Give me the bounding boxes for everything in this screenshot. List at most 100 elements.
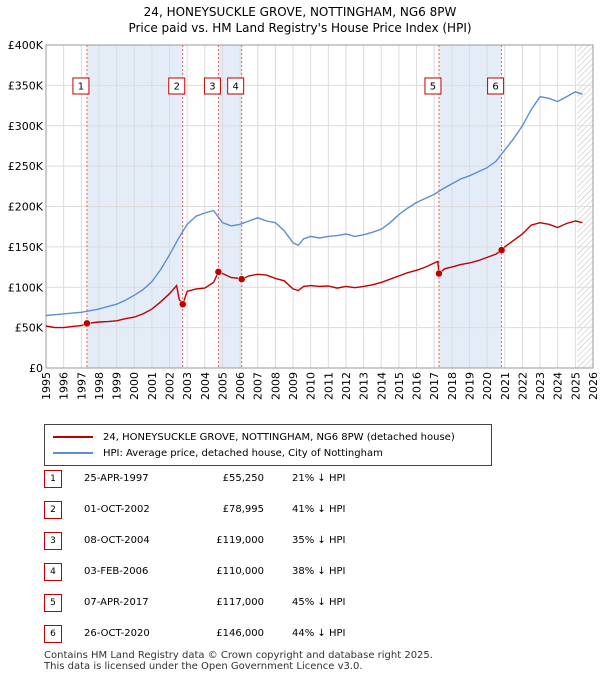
sale-marker-label: 5 xyxy=(430,82,436,93)
sale-row: 4 03-FEB-2006 £110,000 38% ↓ HPI xyxy=(44,563,444,581)
sale-price: £117,000 xyxy=(216,597,264,608)
sale-marker-label: 6 xyxy=(492,82,498,93)
x-tick-label: 2011 xyxy=(322,372,335,400)
x-tick-label: 1995 xyxy=(40,372,53,400)
sale-price: £55,250 xyxy=(222,473,264,484)
sale-marker-box xyxy=(203,77,221,95)
legend-line-property xyxy=(53,436,93,438)
sale-marker-box xyxy=(72,77,90,95)
x-tick-label: 2020 xyxy=(481,372,494,400)
y-tick-label: £350K xyxy=(8,79,44,92)
x-tick-label: 2014 xyxy=(375,372,388,400)
x-tick-label: 2007 xyxy=(252,372,265,400)
footer: Contains HM Land Registry data © Crown c… xyxy=(44,650,433,672)
sale-hpi-diff: 41% ↓ HPI xyxy=(292,504,346,515)
sale-row: 2 01-OCT-2002 £78,995 41% ↓ HPI xyxy=(44,501,444,519)
x-tick-label: 2004 xyxy=(199,372,212,400)
sale-point xyxy=(83,319,91,328)
y-tick-label: £400K xyxy=(8,39,44,52)
sale-point xyxy=(214,268,223,276)
property-series-line xyxy=(45,220,583,329)
x-tick-label: 2018 xyxy=(446,372,459,400)
sale-date: 01-OCT-2002 xyxy=(84,504,150,515)
footer-copyright: Contains HM Land Registry data © Crown c… xyxy=(44,650,433,661)
sale-price: £146,000 xyxy=(216,628,264,639)
sale-marker-box xyxy=(424,77,442,95)
sale-marker-label: 3 xyxy=(209,82,215,93)
sale-row: 6 26-OCT-2020 £146,000 44% ↓ HPI xyxy=(44,625,444,643)
sale-marker-label: 4 xyxy=(232,82,238,93)
x-tick-label: 2009 xyxy=(287,372,300,400)
y-tick-label: £250K xyxy=(8,160,44,173)
x-tick-label: 2001 xyxy=(146,372,159,400)
y-tick-label: £50K xyxy=(15,322,44,335)
x-tick-label: 2022 xyxy=(516,372,529,400)
y-tick-label: £100K xyxy=(8,281,44,294)
footer-licence: This data is licensed under the Open Gov… xyxy=(44,661,363,672)
x-tick-label: 1999 xyxy=(111,372,124,400)
x-tick-label: 1998 xyxy=(93,372,106,400)
x-tick-label: 1997 xyxy=(75,372,88,400)
y-tick-label: £150K xyxy=(8,241,44,254)
x-tick-label: 2000 xyxy=(128,372,141,400)
x-tick-label: 2024 xyxy=(552,372,565,400)
x-tick-label: 2016 xyxy=(411,372,424,400)
sale-marker-label: 2 xyxy=(174,82,180,93)
x-tick-label: 2006 xyxy=(234,372,247,400)
sale-marker-box xyxy=(487,77,505,95)
hpi-series-line xyxy=(45,91,583,317)
legend-line-hpi xyxy=(53,452,93,454)
sale-marker-box xyxy=(168,77,186,95)
x-tick-label: 2017 xyxy=(428,372,441,400)
sale-price: £110,000 xyxy=(216,566,264,577)
sale-number: 1 xyxy=(44,470,62,488)
legend-item-property: 24, HONEYSUCKLE GROVE, NOTTINGHAM, NG6 8… xyxy=(53,430,455,444)
sale-number: 4 xyxy=(44,563,62,581)
sale-date: 08-OCT-2004 xyxy=(84,535,150,546)
x-tick-label: 2021 xyxy=(499,372,512,400)
x-tick-label: 1996 xyxy=(58,372,71,400)
sale-hpi-diff: 38% ↓ HPI xyxy=(292,566,346,577)
sale-point xyxy=(237,275,246,283)
sale-number: 2 xyxy=(44,501,62,519)
legend: 24, HONEYSUCKLE GROVE, NOTTINGHAM, NG6 8… xyxy=(44,424,492,466)
legend-item-hpi: HPI: Average price, detached house, City… xyxy=(53,446,383,460)
legend-label-property: 24, HONEYSUCKLE GROVE, NOTTINGHAM, NG6 8… xyxy=(103,431,455,443)
y-tick-label: £0 xyxy=(29,362,43,375)
sale-date: 26-OCT-2020 xyxy=(84,628,150,639)
sale-date: 03-FEB-2006 xyxy=(84,566,149,577)
sale-number: 6 xyxy=(44,625,62,643)
sale-point xyxy=(497,246,506,254)
sale-number: 3 xyxy=(44,532,62,550)
price-chart: £0 £50K £100K £150K £200K £250K £300K £350K £400… xyxy=(8,39,600,400)
x-tick-label: 2025 xyxy=(569,372,582,400)
plot-frame xyxy=(45,44,594,369)
y-tick-label: £200K xyxy=(8,201,44,214)
legend-label-hpi: HPI: Average price, detached house, City… xyxy=(103,447,383,459)
x-tick-label: 2008 xyxy=(269,372,282,400)
sale-point xyxy=(179,300,187,308)
sale-marker-box xyxy=(227,77,245,95)
x-tick-label: 2023 xyxy=(534,372,547,400)
sale-price: £78,995 xyxy=(222,504,264,515)
sale-hpi-diff: 35% ↓ HPI xyxy=(292,535,346,546)
x-tick-label: 2015 xyxy=(393,372,406,400)
sale-hpi-diff: 45% ↓ HPI xyxy=(292,597,346,608)
x-tick-label: 2026 xyxy=(587,372,600,400)
sale-row: 3 08-OCT-2004 £119,000 35% ↓ HPI xyxy=(44,532,444,550)
sale-date: 25-APR-1997 xyxy=(84,473,149,484)
sale-number: 5 xyxy=(44,594,62,612)
x-tick-label: 2012 xyxy=(340,372,353,400)
sale-row: 1 25-APR-1997 £55,250 21% ↓ HPI xyxy=(44,470,444,488)
x-tick-label: 2013 xyxy=(358,372,371,400)
x-tick-label: 2002 xyxy=(164,372,177,400)
x-tick-label: 2019 xyxy=(463,372,476,400)
x-tick-label: 2010 xyxy=(305,372,318,400)
sale-date: 07-APR-2017 xyxy=(84,597,149,608)
sale-hpi-diff: 21% ↓ HPI xyxy=(292,473,346,484)
x-tick-label: 2003 xyxy=(181,372,194,400)
sale-row: 5 07-APR-2017 £117,000 45% ↓ HPI xyxy=(44,594,444,612)
y-tick-label: £300K xyxy=(8,120,44,133)
chart-title: 24, HONEYSUCKLE GROVE, NOTTINGHAM, NG6 8… xyxy=(143,5,457,19)
sale-point xyxy=(435,269,443,278)
